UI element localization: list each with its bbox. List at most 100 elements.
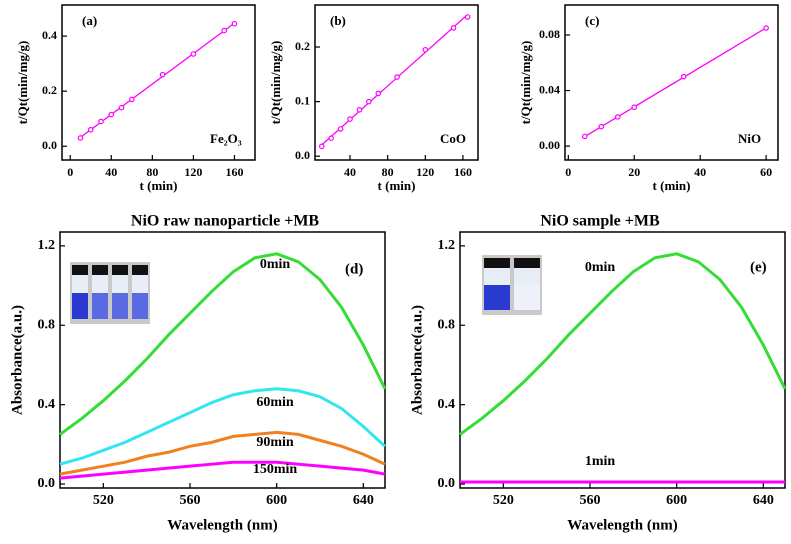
data-point xyxy=(356,106,363,113)
y-tick-label: 0.1 xyxy=(295,93,310,107)
x-tick-label: 560 xyxy=(180,493,201,508)
data-point xyxy=(450,25,457,31)
y-tick-label: 0.8 xyxy=(38,317,56,332)
x-tick-label: 520 xyxy=(493,493,514,508)
x-tick-label: 600 xyxy=(666,493,687,508)
annotation: CoO xyxy=(440,131,466,146)
y-tick-label: 0.0 xyxy=(38,476,56,491)
y-tick-label: 0.4 xyxy=(42,28,57,42)
plot-frame xyxy=(459,231,786,489)
panel: 520 560 600 640 0.0 0.4 0.8 1.2 Wavelength (nm) A… xyxy=(409,213,787,533)
x-tick-label: 0 xyxy=(565,165,571,179)
vial-cap xyxy=(72,265,88,275)
data-point xyxy=(422,46,429,53)
data-line xyxy=(59,460,386,480)
annotation: NiO xyxy=(738,131,761,146)
y-tick-label: 0.04 xyxy=(539,82,560,96)
y-tick-label: 0.08 xyxy=(539,27,560,41)
series-label: 0min xyxy=(260,257,291,272)
panel: 0 20 40 60 0.00 0.04 0.08 t (min) t/Qt(min/mg/g)… xyxy=(518,4,779,193)
x-axis-label: t (min) xyxy=(140,178,178,193)
data-point xyxy=(129,96,135,103)
x-axis-label: Wavelength (nm) xyxy=(567,517,677,533)
vial-cap xyxy=(132,265,148,275)
x-tick-label: 640 xyxy=(753,493,774,508)
data-point xyxy=(337,126,344,132)
x-tick-label: 60 xyxy=(760,165,772,179)
x-axis-label: Wavelength (nm) xyxy=(167,517,277,533)
x-tick-label: 40 xyxy=(694,165,706,179)
x-axis-label: t (min) xyxy=(653,178,691,193)
x-tick-label: 520 xyxy=(93,493,114,508)
data-point xyxy=(221,27,228,34)
y-axis-label: Absorbance(a.u.) xyxy=(409,305,425,415)
series-label: 1min xyxy=(585,454,616,469)
data-point xyxy=(190,51,197,57)
x-tick-label: 560 xyxy=(580,493,601,508)
data-point xyxy=(159,71,166,78)
data-point xyxy=(87,126,94,133)
data-point xyxy=(581,133,588,140)
plot-frame xyxy=(61,4,256,161)
vial-liquid xyxy=(514,285,540,310)
plot-frame xyxy=(564,4,779,161)
x-tick-label: 20 xyxy=(628,165,640,179)
x-tick-label: 120 xyxy=(184,165,202,179)
y-axis-label: Absorbance(a.u.) xyxy=(9,305,25,415)
panel-title: NiO sample +MB xyxy=(540,213,660,230)
data-line xyxy=(59,387,387,466)
annotation: (b) xyxy=(330,13,346,28)
series-label: 150min xyxy=(253,462,298,477)
data-line xyxy=(59,430,386,476)
panel: 40 80 120 160 0.0 0.1 0.2 t (min) t/Qt(min/mg/g)… xyxy=(268,4,479,193)
fit-line xyxy=(80,22,235,138)
y-tick-label: 0.4 xyxy=(438,397,456,412)
y-axis-label: t/Qt(min/mg/g) xyxy=(268,41,283,125)
plot-frame xyxy=(314,4,479,161)
data-point xyxy=(614,114,621,120)
annotation: (e) xyxy=(750,259,767,275)
data-point xyxy=(375,90,382,97)
data-point xyxy=(318,143,325,150)
series-label: 0min xyxy=(585,260,616,275)
y-axis-label: t/Qt(min/mg/g) xyxy=(518,41,533,125)
vial-liquid xyxy=(132,293,148,319)
data-line xyxy=(459,252,787,436)
vial-cap xyxy=(484,258,510,268)
data-point xyxy=(231,20,238,27)
y-tick-label: 0.2 xyxy=(42,83,57,97)
plot-frame xyxy=(59,231,386,489)
data-point xyxy=(347,116,353,122)
y-tick-label: 0.8 xyxy=(438,317,456,332)
annotation: Fe₂O₃ xyxy=(210,131,242,146)
y-tick-label: 1.2 xyxy=(438,238,456,253)
x-tick-label: 40 xyxy=(105,165,117,179)
x-tick-label: 160 xyxy=(225,165,243,179)
vial-cap xyxy=(112,265,128,275)
y-tick-label: 0.2 xyxy=(295,39,310,53)
y-tick-label: 0.4 xyxy=(38,397,56,412)
data-point xyxy=(464,14,471,20)
panel: 520 560 600 640 0.0 0.4 0.8 1.2 Wavelength (nm) A… xyxy=(9,213,387,533)
x-tick-label: 0 xyxy=(67,165,73,179)
annotation: (a) xyxy=(82,13,97,28)
y-tick-label: 0.0 xyxy=(295,148,310,162)
data-point xyxy=(328,135,334,141)
vial-liquid xyxy=(72,293,88,319)
data-line xyxy=(59,252,387,436)
y-axis-label: t/Qt(min/mg/g) xyxy=(15,41,30,125)
data-point xyxy=(366,98,372,105)
x-tick-label: 600 xyxy=(266,493,287,508)
series-label: 90min xyxy=(256,435,294,450)
data-point xyxy=(77,135,84,141)
y-tick-label: 0.00 xyxy=(539,138,560,152)
annotation: (d) xyxy=(345,261,363,277)
panel: 0 40 80 120 160 0.0 0.2 0.4 t (min) t/Qt(min/mg/g… xyxy=(15,4,256,193)
y-tick-label: 0.0 xyxy=(438,476,456,491)
x-tick-label: 80 xyxy=(146,165,158,179)
data-point xyxy=(631,104,638,111)
data-point xyxy=(98,118,104,125)
x-tick-label: 120 xyxy=(416,165,434,179)
vial-liquid xyxy=(92,293,108,319)
vial-cap xyxy=(92,265,108,275)
